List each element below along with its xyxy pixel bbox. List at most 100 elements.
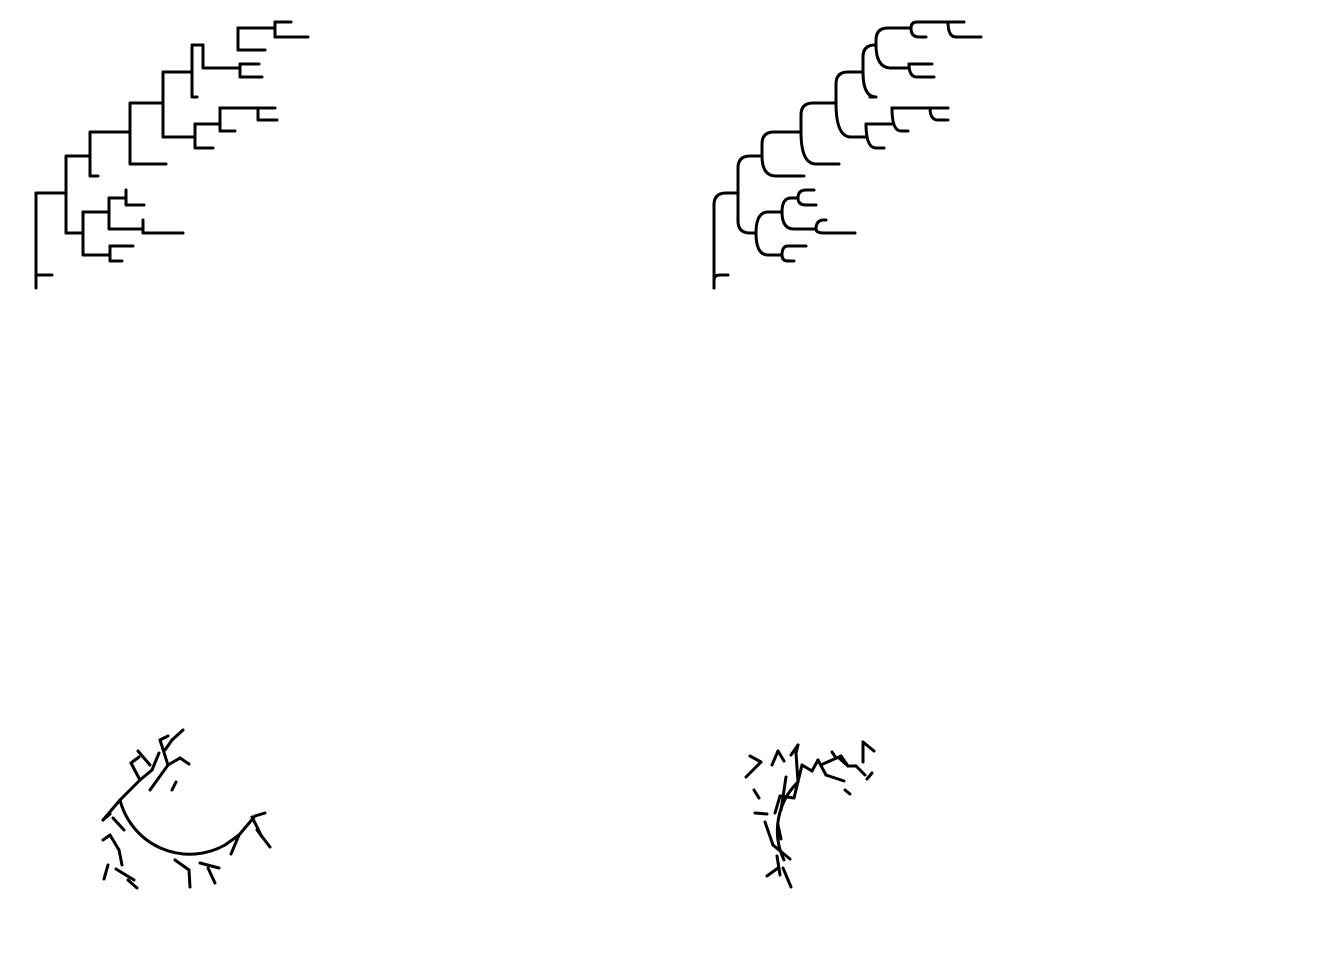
tree-branch: [736, 191, 758, 235]
tree-branch: [273, 20, 310, 39]
tree-branch: [108, 244, 124, 263]
tree-branch: [170, 728, 185, 742]
tree-branch: [128, 130, 168, 166]
tree-branch: [138, 768, 154, 782]
tree-branch: [256, 106, 279, 122]
tree-branch: [834, 101, 868, 139]
tree-branch: [754, 231, 784, 257]
tree-branch: [928, 106, 950, 122]
tree-branch: [238, 62, 264, 79]
tree-branch: [161, 101, 197, 139]
tree-branch: [128, 778, 142, 792]
tree-rounded-rectangular: [712, 20, 983, 290]
tree-branch: [810, 758, 820, 773]
tree-branch: [107, 196, 145, 231]
tree-branch: [170, 780, 178, 792]
tree-branch: [781, 866, 793, 889]
tree-branch: [150, 751, 161, 772]
tree-branch: [748, 754, 763, 764]
tree-circular: [101, 728, 272, 890]
tree-branch: [816, 758, 828, 777]
tree-branch: [736, 154, 764, 195]
tree-branch: [865, 771, 874, 781]
tree-branch: [814, 218, 828, 231]
tree-branch: [794, 751, 800, 784]
tree-branch: [874, 43, 911, 70]
tree-branch: [861, 70, 878, 99]
tree-branch: [839, 754, 850, 768]
tree-slanted: [672, 0, 1008, 320]
tree-branch: [178, 756, 191, 766]
tree-branch: [765, 866, 780, 878]
tree-branch: [163, 738, 174, 752]
tree-branch: [218, 106, 237, 133]
tree-ellipse: [1008, 0, 1344, 320]
tree-branch: [770, 749, 780, 767]
tree-branch: [712, 191, 740, 290]
tree-branch: [124, 188, 146, 207]
tree-branch: [148, 763, 170, 792]
tree-branch: [796, 196, 818, 207]
tree-branch: [712, 273, 730, 290]
tree-branch: [81, 210, 112, 257]
tree-branch: [114, 867, 136, 882]
tree-branch: [824, 773, 846, 783]
tree-branch: [946, 20, 983, 39]
tree-branch: [108, 833, 121, 852]
tree-unrooted-mixed: [1008, 640, 1344, 960]
tree-branch: [799, 101, 838, 134]
tree-branch: [88, 154, 100, 178]
tree-branch: [780, 196, 800, 214]
tree-branch: [763, 820, 775, 847]
tree-equal-angle: [1008, 320, 1344, 640]
tree-branch: [88, 130, 132, 158]
tree-branch: [907, 62, 936, 79]
tree-branch: [206, 866, 217, 885]
tree-branch: [760, 130, 803, 158]
tree-branch: [821, 754, 843, 766]
tree-branch: [864, 122, 886, 150]
tree-branch: [101, 812, 112, 822]
tree-branch: [111, 816, 126, 832]
tree-branch: [744, 760, 763, 779]
tree-branch: [158, 738, 170, 767]
tree-branch: [799, 130, 841, 166]
tree-branch: [773, 794, 782, 815]
tree-branch: [193, 122, 215, 150]
tree-branch: [190, 43, 205, 74]
tree-branch: [752, 788, 761, 800]
tree-daylight: [672, 320, 1008, 640]
tree-branch: [166, 756, 182, 767]
tree-branch: [780, 210, 818, 231]
tree-branch: [834, 70, 865, 105]
tree-branch: [754, 210, 784, 235]
tree-branch: [173, 858, 191, 872]
tree-rectangular: [34, 20, 310, 290]
tree-branch: [161, 70, 194, 105]
tree-branch: [854, 764, 867, 777]
tree-branch: [776, 749, 786, 763]
tree-branch: [129, 755, 141, 765]
tree-branch: [760, 154, 806, 178]
tree-branch: [775, 780, 800, 862]
tree-branch: [141, 218, 185, 235]
tree-branch: [253, 811, 267, 818]
tree-branch: [201, 43, 240, 70]
tree-branch: [250, 815, 264, 839]
tree-branch: [64, 154, 92, 235]
tree-branch: [158, 734, 170, 742]
tree-branch: [223, 833, 241, 847]
tree-branch: [780, 244, 808, 257]
tree-branch: [775, 854, 782, 877]
tree-branch: [229, 833, 241, 856]
tree-branch: [190, 70, 199, 99]
tree-branch: [843, 788, 852, 796]
tree-branch: [796, 188, 816, 200]
tree-branch: [753, 811, 769, 816]
tree-cladogram-rounded: [336, 640, 672, 960]
tree-branch: [236, 26, 267, 52]
tree-branch: [136, 749, 152, 767]
tree-branch: [128, 101, 165, 134]
tree-branch: [126, 878, 139, 890]
